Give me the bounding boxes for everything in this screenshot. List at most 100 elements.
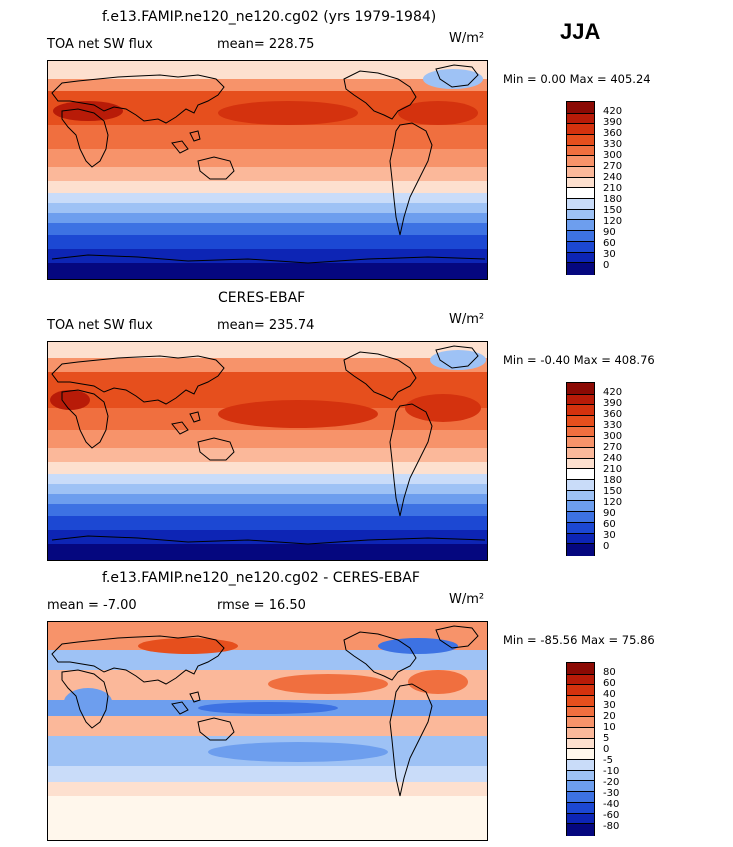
panel2-colorbar-swatch — [567, 522, 594, 534]
panel1-colorbar-tick: 180 — [603, 194, 623, 205]
panel1-colorbar-swatch — [567, 177, 594, 189]
panel1-colorbar-tick: 0 — [603, 260, 610, 271]
panel3-colorbar-tick: -5 — [603, 755, 613, 766]
panel2-colorbar-swatch — [567, 405, 594, 416]
panel1-colorbar-swatch — [567, 102, 594, 114]
panel1-title: f.e13.FAMIP.ne120_ne120.cg02 (yrs 1979-1… — [102, 9, 437, 25]
panel2-colorbar-tick: 180 — [603, 475, 623, 486]
panel2-colorbar — [566, 382, 595, 556]
panel2-colorbar-swatch — [567, 533, 594, 545]
panel3-units: W/m² — [449, 592, 485, 607]
panel3-colorbar-swatch — [567, 706, 594, 718]
panel1-colorbar-swatch — [567, 220, 594, 232]
panel2-map-svg — [48, 342, 487, 560]
panel3-min-max: Min = -85.56 Max = 75.86 — [503, 633, 655, 647]
panel3-colorbar-swatch — [567, 824, 594, 836]
panel2-colorbar-swatch — [567, 415, 594, 427]
panel2-colorbar-tick: 60 — [603, 519, 616, 530]
panel3-colorbar-tick: 5 — [603, 733, 610, 744]
panel1-colorbar-tick: 30 — [603, 249, 616, 260]
panel2-mean-label: mean= 235.74 — [217, 318, 315, 333]
panel3-colorbar-tick: 60 — [603, 678, 616, 689]
panel3-colorbar-swatch — [567, 674, 594, 686]
panel2-title: CERES-EBAF — [218, 290, 306, 306]
panel1-colorbar-tick: 390 — [603, 117, 623, 128]
panel1-min-max: Min = 0.00 Max = 405.24 — [503, 72, 651, 86]
panel1-colorbar-tick: 300 — [603, 150, 623, 161]
panel3-mean-label: mean = -7.00 — [47, 598, 137, 613]
panel3-map — [47, 621, 488, 841]
panel1-colorbar-tick: 120 — [603, 216, 623, 227]
panel2-map — [47, 341, 488, 561]
panel2-colorbar-swatch — [567, 469, 594, 481]
panel1-mean-label: mean= 228.75 — [217, 37, 315, 52]
panel2-colorbar-swatch — [567, 544, 594, 556]
panel2-variable-label: TOA net SW flux — [47, 318, 153, 333]
panel1-colorbar-swatch — [567, 134, 594, 146]
panel1-colorbar-swatch — [567, 241, 594, 253]
panel1-colorbar-tick: 60 — [603, 238, 616, 249]
panel3-colorbar-tick: -60 — [603, 810, 620, 821]
panel3-colorbar-tick: -40 — [603, 799, 620, 810]
panel3-colorbar-swatch — [567, 802, 594, 814]
panel1-colorbar-tick: 240 — [603, 172, 623, 183]
panel2-colorbar-swatch — [567, 501, 594, 513]
panel2-colorbar-swatch — [567, 480, 594, 491]
panel3-colorbar-tick: -80 — [603, 821, 620, 832]
panel3-colorbar-tick: 10 — [603, 722, 616, 733]
panel1-colorbar-swatch — [567, 113, 594, 125]
panel3-colorbar-swatch — [567, 813, 594, 825]
panel3-colorbar-tick: 0 — [603, 744, 610, 755]
panel1-colorbar-swatch — [567, 209, 594, 221]
panel1-colorbar-swatch — [567, 188, 594, 200]
panel3-colorbar-swatch — [567, 781, 594, 793]
panel3-colorbar-swatch — [567, 770, 594, 782]
panel3-colorbar-swatch — [567, 760, 594, 771]
panel1-colorbar-swatch — [567, 263, 594, 275]
panel2-colorbar-swatch — [567, 394, 594, 406]
panel3-colorbar-tick: -30 — [603, 788, 620, 799]
panel1-colorbar-tick: 420 — [603, 106, 623, 117]
panel1-colorbar-swatch — [567, 199, 594, 210]
panel1-colorbar — [566, 101, 595, 275]
panel1-colorbar-swatch — [567, 156, 594, 168]
panel3-colorbar-tick: 20 — [603, 711, 616, 722]
panel2-min-max: Min = -0.40 Max = 408.76 — [503, 353, 655, 367]
season-label: JJA — [560, 19, 601, 44]
panel1-colorbar-swatch — [567, 124, 594, 135]
panel2-colorbar-swatch — [567, 512, 594, 523]
panel1-variable-label: TOA net SW flux — [47, 37, 153, 52]
panel3-colorbar-swatch — [567, 717, 594, 729]
panel3-rmse-label: rmse = 16.50 — [217, 598, 306, 613]
panel2-colorbar-tick: 0 — [603, 541, 610, 552]
panel1-colorbar-tick: 330 — [603, 139, 623, 150]
panel1-colorbar-tick: 210 — [603, 183, 623, 194]
panel2-colorbar-swatch — [567, 490, 594, 502]
panel2-colorbar-swatch — [567, 426, 594, 438]
panel2-colorbar-tick: 240 — [603, 453, 623, 464]
panel2-colorbar-tick: 300 — [603, 431, 623, 442]
panel2-colorbar-tick: 120 — [603, 497, 623, 508]
panel3-colorbar-swatch — [567, 749, 594, 761]
panel2-colorbar-tick: 360 — [603, 409, 623, 420]
panel2-colorbar-tick: 270 — [603, 442, 623, 453]
panel3-map-svg — [48, 622, 487, 840]
panel3-colorbar-swatch — [567, 663, 594, 675]
panel2-colorbar-swatch — [567, 437, 594, 449]
panel3-colorbar-tick: -10 — [603, 766, 620, 777]
panel2-colorbar-tick: 420 — [603, 387, 623, 398]
panel1-map — [47, 60, 488, 280]
panel3-colorbar-tick: 30 — [603, 700, 616, 711]
panel2-units: W/m² — [449, 312, 485, 327]
panel2-colorbar-swatch — [567, 383, 594, 395]
panel3-colorbar-tick: -20 — [603, 777, 620, 788]
panel2-colorbar-swatch — [567, 448, 594, 459]
panel3-colorbar-swatch — [567, 728, 594, 739]
panel1-units: W/m² — [449, 31, 485, 46]
panel2-colorbar-tick: 150 — [603, 486, 623, 497]
panel2-colorbar-tick: 210 — [603, 464, 623, 475]
panel2-colorbar-tick: 30 — [603, 530, 616, 541]
panel3-colorbar-swatch — [567, 695, 594, 707]
panel3-colorbar-swatch — [567, 738, 594, 750]
panel3-title: f.e13.FAMIP.ne120_ne120.cg02 - CERES-EBA… — [102, 570, 420, 586]
